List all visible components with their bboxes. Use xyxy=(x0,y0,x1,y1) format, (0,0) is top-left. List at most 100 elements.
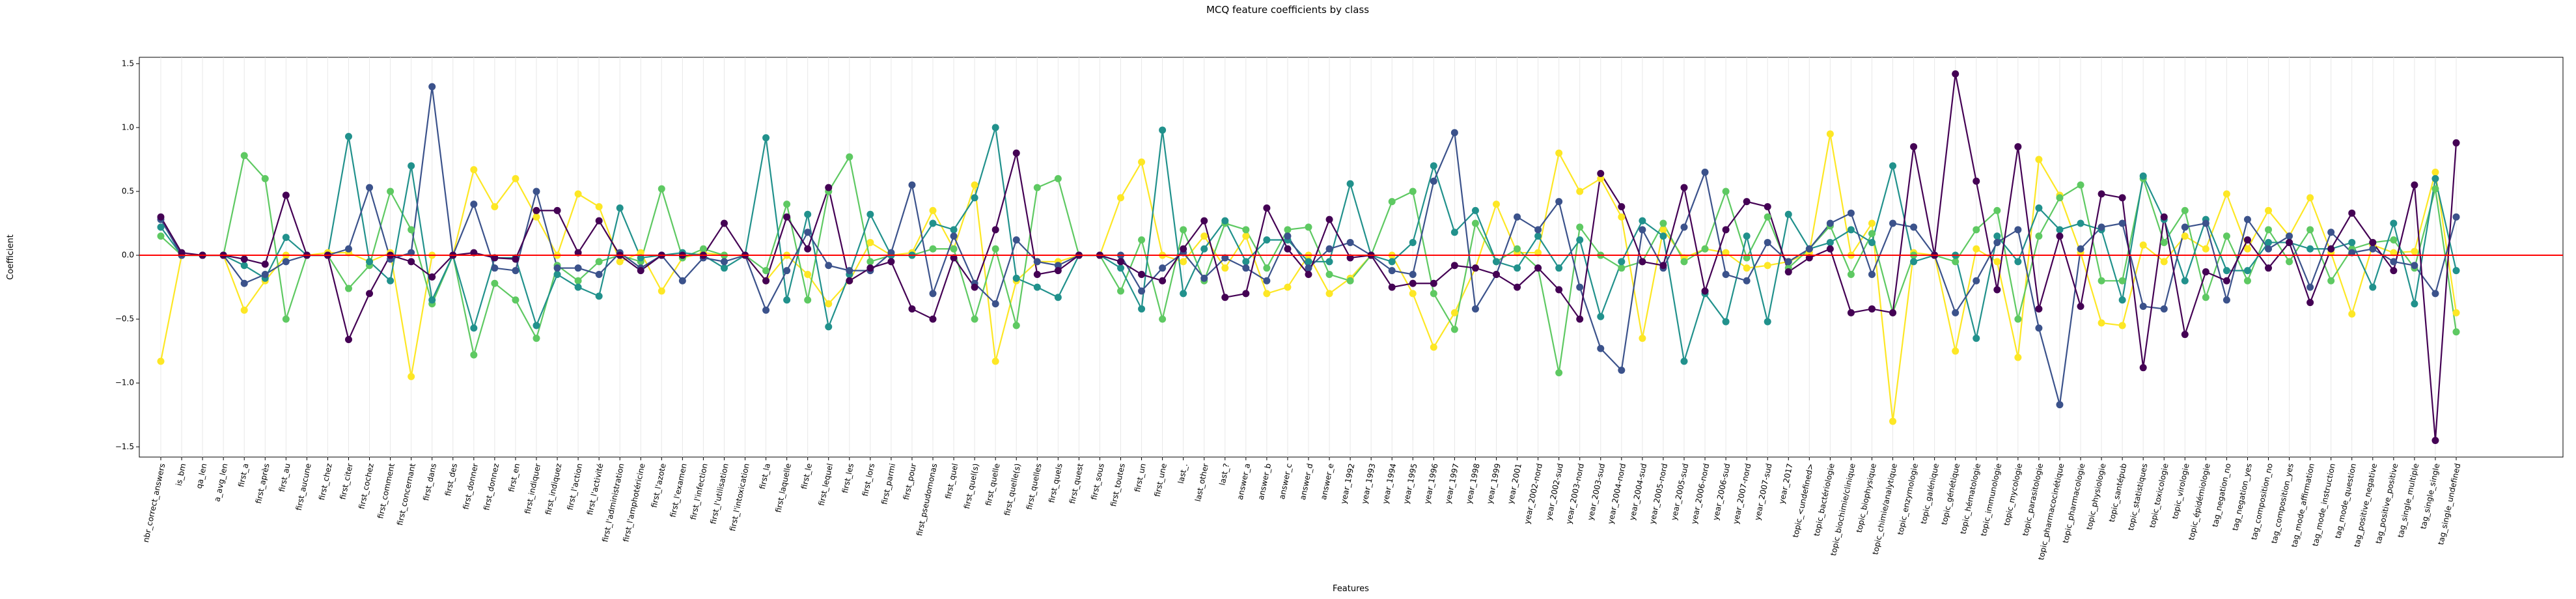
x-tick-label: first_l'intoxication xyxy=(728,462,751,532)
data-point xyxy=(783,296,791,304)
x-tick-label: year_2004-nord xyxy=(1606,462,1627,525)
x-tick-label: first_concernant xyxy=(395,462,417,526)
data-point xyxy=(408,226,415,234)
data-point xyxy=(2411,300,2418,308)
data-point xyxy=(1284,283,1292,291)
data-point xyxy=(491,203,499,211)
data-point xyxy=(762,267,770,275)
x-tick-label: first_l'azote xyxy=(650,462,668,508)
data-point xyxy=(762,277,770,285)
data-point xyxy=(282,191,290,199)
data-point xyxy=(1973,177,1980,185)
x-tick-label: tag_mode_question xyxy=(2333,462,2358,539)
x-tick-label: first_l'activité xyxy=(585,462,605,516)
data-point xyxy=(1659,232,1667,240)
data-point xyxy=(1764,203,1771,211)
data-point xyxy=(1952,347,1960,355)
data-point xyxy=(470,201,478,208)
data-point xyxy=(866,258,874,266)
x-tick-label: first_quelles xyxy=(1025,462,1044,510)
data-point xyxy=(1242,290,1250,298)
x-tick-label: tag_single_multiple xyxy=(2396,462,2420,538)
data-point xyxy=(2160,305,2168,313)
data-point xyxy=(2431,169,2439,176)
data-point xyxy=(908,181,916,189)
data-point xyxy=(533,322,540,329)
data-point xyxy=(637,254,644,262)
data-point xyxy=(1826,245,1834,253)
x-axis-label: Features xyxy=(1333,584,1369,594)
data-point xyxy=(1868,219,1876,227)
data-point xyxy=(846,153,853,161)
x-tick-label: topic_génétique xyxy=(1939,462,1961,525)
data-point xyxy=(1764,318,1771,326)
x-tick-label: topic_épidémiologie xyxy=(2187,462,2212,541)
data-point xyxy=(428,296,436,304)
data-point xyxy=(1471,264,1479,272)
data-point xyxy=(2327,277,2335,285)
data-point xyxy=(240,279,248,287)
data-point xyxy=(595,217,603,225)
data-point xyxy=(1743,277,1751,285)
data-point xyxy=(720,219,728,227)
data-point xyxy=(491,279,499,287)
data-point xyxy=(2098,319,2105,327)
data-point xyxy=(1284,245,1292,253)
x-tick-label: tag_negation_yes xyxy=(2230,462,2254,531)
data-point xyxy=(1033,184,1041,191)
data-point xyxy=(1889,162,1897,170)
data-point xyxy=(1618,264,1626,272)
data-point xyxy=(2056,194,2064,202)
data-point xyxy=(1305,223,1312,231)
data-point xyxy=(2265,226,2273,234)
data-point xyxy=(1847,226,1855,234)
data-point xyxy=(533,188,540,195)
x-tick-label: last_other xyxy=(1193,462,1210,502)
data-point xyxy=(637,267,644,275)
data-point xyxy=(2306,245,2314,253)
data-point xyxy=(1973,335,1980,342)
data-point xyxy=(1576,315,1584,323)
x-tick-label: year_2005-sud xyxy=(1669,462,1690,521)
data-point xyxy=(533,206,540,214)
x-tick-label: first_après xyxy=(254,462,271,504)
data-point xyxy=(991,357,999,365)
data-point xyxy=(2452,267,2460,275)
data-point xyxy=(2348,310,2356,318)
data-point xyxy=(971,194,978,202)
data-point xyxy=(1159,264,1167,272)
x-tick-label: year_2006-nord xyxy=(1689,462,1711,525)
data-point xyxy=(574,264,582,272)
x-tick-label: year_1997 xyxy=(1443,462,1461,505)
data-point xyxy=(1221,217,1229,225)
data-point xyxy=(1388,198,1396,206)
data-point xyxy=(1889,219,1897,227)
data-point xyxy=(1346,254,1354,262)
data-point xyxy=(1847,309,1855,316)
data-point xyxy=(1784,210,1792,218)
x-tick-label: year_1999 xyxy=(1485,462,1503,505)
data-point xyxy=(240,262,248,270)
data-point xyxy=(1117,194,1125,202)
data-point xyxy=(825,184,833,191)
x-tick-label: topic_immunologie xyxy=(1979,462,2003,536)
data-point xyxy=(1054,174,1062,182)
data-point xyxy=(157,232,165,240)
data-point xyxy=(971,315,978,323)
data-point xyxy=(1743,232,1751,240)
data-point xyxy=(950,226,958,234)
data-point xyxy=(1450,309,1458,316)
data-point xyxy=(658,185,665,193)
x-tick-label: first_la xyxy=(758,462,772,490)
x-tick-label: year_1992 xyxy=(1339,462,1357,505)
data-point xyxy=(1868,238,1876,246)
x-tick-label: first_parmi xyxy=(879,462,897,505)
x-tick-label: year_2017 xyxy=(1777,462,1795,505)
data-point xyxy=(2014,226,2022,234)
x-tick-label: year_1994 xyxy=(1381,462,1398,505)
data-point xyxy=(658,287,665,295)
data-point xyxy=(1305,264,1312,272)
data-point xyxy=(991,300,999,308)
data-point xyxy=(929,315,937,323)
data-point xyxy=(1618,367,1626,374)
